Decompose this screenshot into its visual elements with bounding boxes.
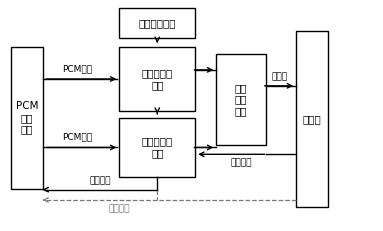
Bar [119,8,195,38]
Text: 电压反馈: 电压反馈 [108,204,130,213]
Text: PCM
控制
芯片: PCM 控制 芯片 [16,101,38,134]
Text: 驱动板: 驱动板 [303,114,322,124]
Text: 下端开关管
阵列: 下端开关管 阵列 [142,137,173,158]
Bar [119,118,195,177]
Text: 电流反馈: 电流反馈 [230,158,252,167]
Bar [296,31,328,207]
Text: 主输出: 主输出 [271,73,287,82]
Bar [216,54,266,145]
Text: 上端开关管
阵列: 上端开关管 阵列 [142,68,173,90]
Text: PCM信号: PCM信号 [62,133,93,142]
Text: 滤波
储能
单元: 滤波 储能 单元 [235,83,247,116]
Bar [11,47,43,188]
Text: PCM信号: PCM信号 [62,64,93,73]
Text: 前级直流电源: 前级直流电源 [139,18,176,28]
Bar [119,47,195,111]
Text: 电流反馈: 电流反馈 [90,176,111,185]
